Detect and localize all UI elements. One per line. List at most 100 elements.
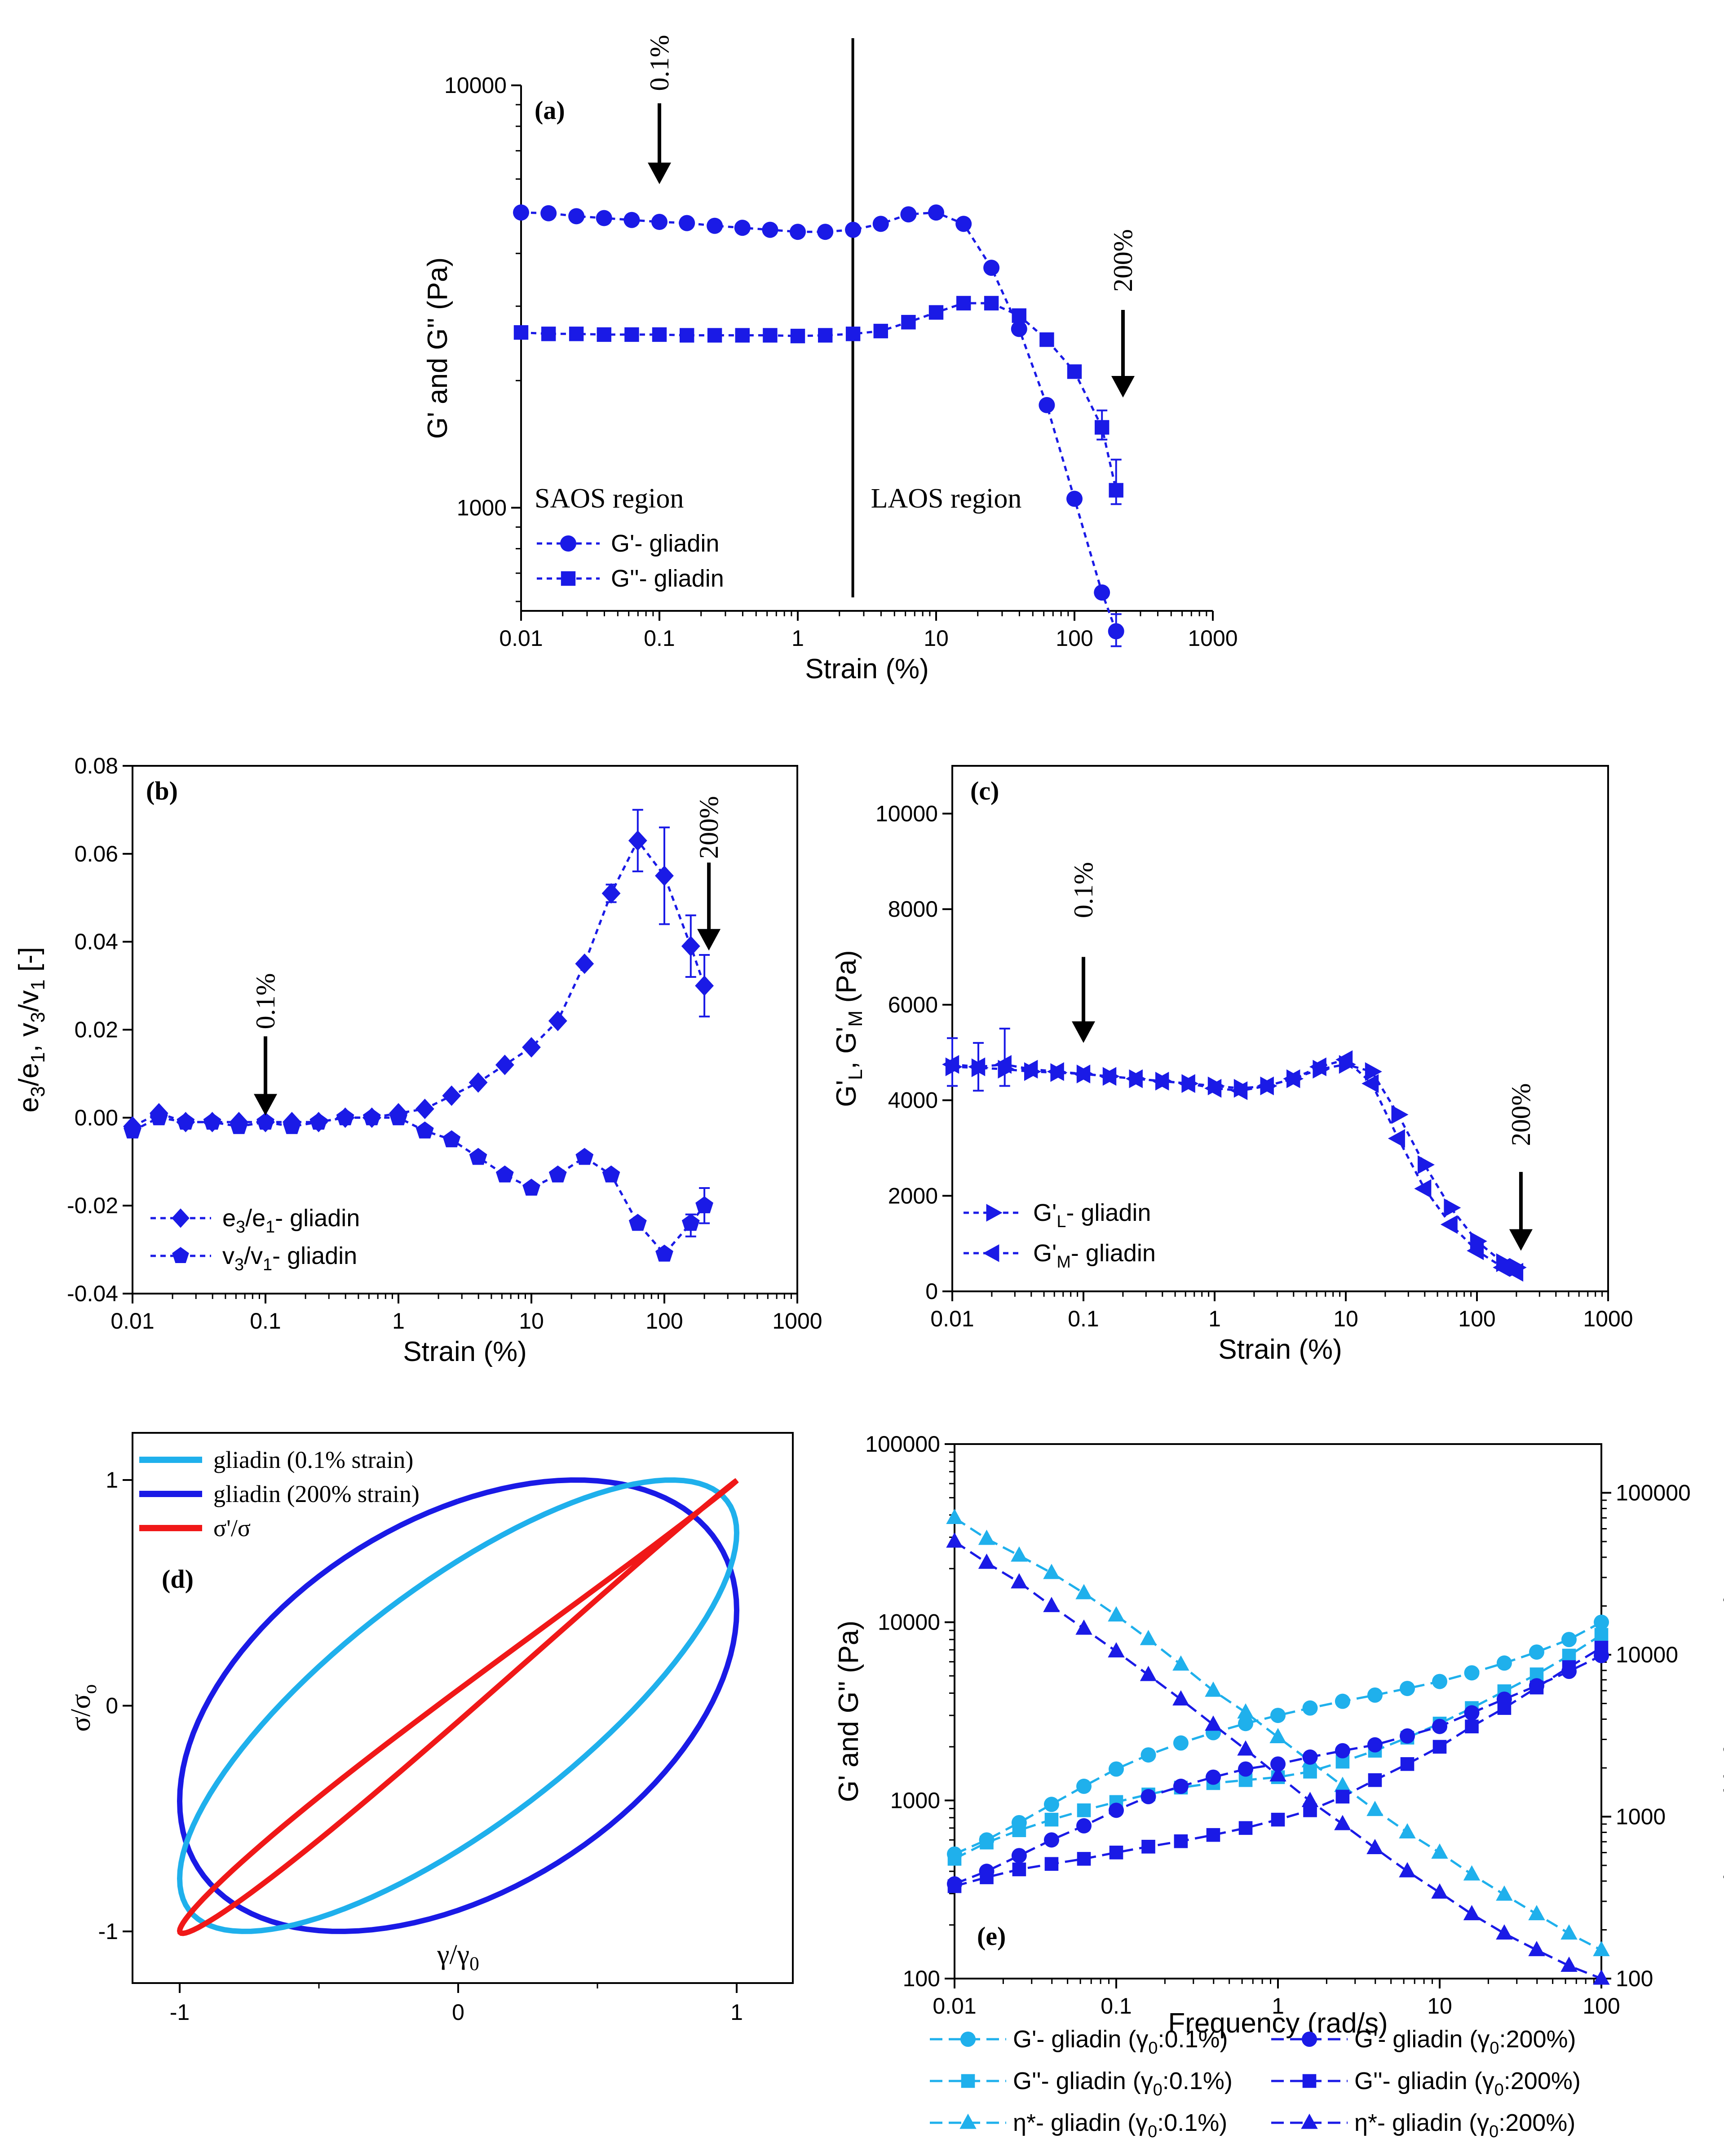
g-prime-point: [955, 216, 972, 232]
e-series-3-point: [1238, 1761, 1254, 1777]
e-series-3-point: [1205, 1769, 1221, 1785]
v3-v1-point: [495, 1165, 514, 1183]
g-double-prime-point: [845, 327, 861, 341]
e3-e1-point: [442, 1085, 461, 1106]
e-series-0-point: [1432, 1674, 1447, 1689]
g-prime-m-point: [942, 1055, 959, 1074]
y-axis-label: G' and G'' (Pa): [833, 1621, 864, 1802]
g-double-prime-point: [901, 315, 916, 330]
legend-label: G'M- gliadin: [1033, 1240, 1156, 1272]
e-series-2-point: [1496, 1885, 1513, 1901]
g-prime-m-point: [1335, 1050, 1353, 1069]
arrow-0-1-head: [648, 163, 671, 184]
g-double-prime-point: [928, 305, 944, 320]
y-tick-label: 0.00: [75, 1105, 118, 1130]
x-tick-label: 0.1: [1068, 1306, 1099, 1331]
e-series-2-point: [1334, 1776, 1351, 1792]
legend-label: G''- gliadin (γ0:0.1%): [1013, 2068, 1233, 2099]
g-prime-m-point: [1152, 1072, 1169, 1091]
e-series-5-point: [1560, 1957, 1578, 1972]
elastic-stress-loop: [177, 1478, 739, 1936]
e-series-4-point: [1044, 1857, 1059, 1871]
e-series-2-point: [1140, 1630, 1157, 1645]
v3-v1-point: [628, 1214, 647, 1231]
e-series-2-point: [1399, 1823, 1416, 1839]
legend-label: G'- gliadin: [611, 530, 719, 557]
g-double-prime-point: [984, 296, 999, 311]
e-series-2-point: [1172, 1655, 1189, 1671]
g-prime-point: [845, 221, 862, 238]
x-tick-label: 1000: [772, 1308, 822, 1334]
e-series-2-point: [1237, 1703, 1254, 1719]
v3-v1-point: [150, 1108, 168, 1126]
y-tick-label: 0.02: [75, 1017, 118, 1043]
e-series-5-point: [1431, 1883, 1448, 1899]
x-tick-label: 0.01: [930, 1306, 974, 1331]
g-prime-m-point: [1493, 1258, 1510, 1277]
legend-label: e3/e1- gliadin: [222, 1205, 360, 1237]
e-series-3-point: [1109, 1803, 1124, 1818]
g-prime-point: [596, 210, 612, 226]
panel-label: (d): [162, 1564, 194, 1594]
e-series-0-point: [1335, 1693, 1350, 1709]
legend-marker: [1301, 2113, 1318, 2129]
e-series-1-point: [1012, 1823, 1026, 1838]
g-prime-point: [790, 224, 806, 240]
g-prime-m-point: [1230, 1081, 1248, 1100]
legend-label: G'- gliadin (γ0:200%): [1354, 2026, 1576, 2058]
annotation-200: 200%: [1506, 1083, 1536, 1146]
v3-v1-point: [230, 1117, 248, 1134]
e-series-3-point: [1140, 1789, 1156, 1804]
g-prime-point: [540, 205, 557, 221]
legend-marker: [986, 1204, 1003, 1222]
g-prime-point: [900, 206, 917, 223]
e-series-3-point: [1335, 1743, 1350, 1758]
g-prime-m-point: [1440, 1215, 1458, 1234]
panel-e: 0.01 0.1 1 10 100100100010000100000100100010…: [833, 1431, 1724, 2141]
legend-marker: [172, 1208, 190, 1228]
e-series-0-point: [1367, 1687, 1383, 1703]
x-tick-label: 1000: [1188, 626, 1238, 651]
g-prime-point: [817, 224, 834, 240]
legend-label: gliadin (200% strain): [213, 1480, 420, 1507]
g-prime-point: [734, 220, 751, 236]
arrow-200-head: [697, 929, 721, 951]
y-tick-label: 8000: [888, 897, 938, 922]
e-series-0-point: [1238, 1716, 1254, 1732]
y-tick-label: -0.04: [67, 1281, 118, 1306]
e-series-5-point: [946, 1532, 963, 1548]
e-series-0-point: [1496, 1655, 1512, 1671]
e-series-0-point: [1561, 1632, 1577, 1648]
e-series-2-point: [1593, 1941, 1610, 1957]
g-prime-point: [1108, 623, 1124, 640]
g-prime-m-point: [1204, 1079, 1222, 1098]
g-prime-line: [521, 211, 1118, 632]
e-series-4-point: [1400, 1757, 1415, 1771]
g-prime-point: [623, 212, 640, 228]
v3-v1-point: [389, 1108, 407, 1126]
e-series-1-line: [954, 1634, 1602, 1860]
y2-axis-label: Complex viscosity (η*, Pa.s): [1723, 1538, 1724, 1885]
x-tick-label: 10: [1333, 1306, 1358, 1331]
x-axis-label: γ/γ0: [437, 1940, 479, 1975]
g-double-prime-point: [1039, 332, 1054, 347]
e-series-0-point: [1464, 1665, 1480, 1681]
panel-c: 0.01 0.1 1 10 100 10000200040006000800010000S…: [831, 765, 1633, 1365]
v3-v1-point: [548, 1165, 567, 1183]
x-tick-label: 100: [1056, 626, 1093, 651]
v3-v1-point: [575, 1148, 594, 1165]
y-tick-label: -1: [98, 1919, 118, 1944]
g-prime-l-point: [1417, 1155, 1435, 1175]
g-prime-m-point: [1125, 1069, 1143, 1088]
g-double-prime-point: [597, 327, 611, 342]
g-prime-m-point: [1414, 1179, 1432, 1198]
g-prime-m-point: [968, 1057, 986, 1076]
g-double-prime-point: [763, 328, 778, 343]
v3-v1-point: [336, 1108, 354, 1126]
plot-frame: [132, 1432, 794, 1984]
v3-v1-point: [522, 1179, 540, 1196]
v3-v1-point: [655, 1245, 673, 1262]
legend-marker: [983, 1244, 999, 1262]
x-tick-label: 1: [791, 626, 804, 651]
